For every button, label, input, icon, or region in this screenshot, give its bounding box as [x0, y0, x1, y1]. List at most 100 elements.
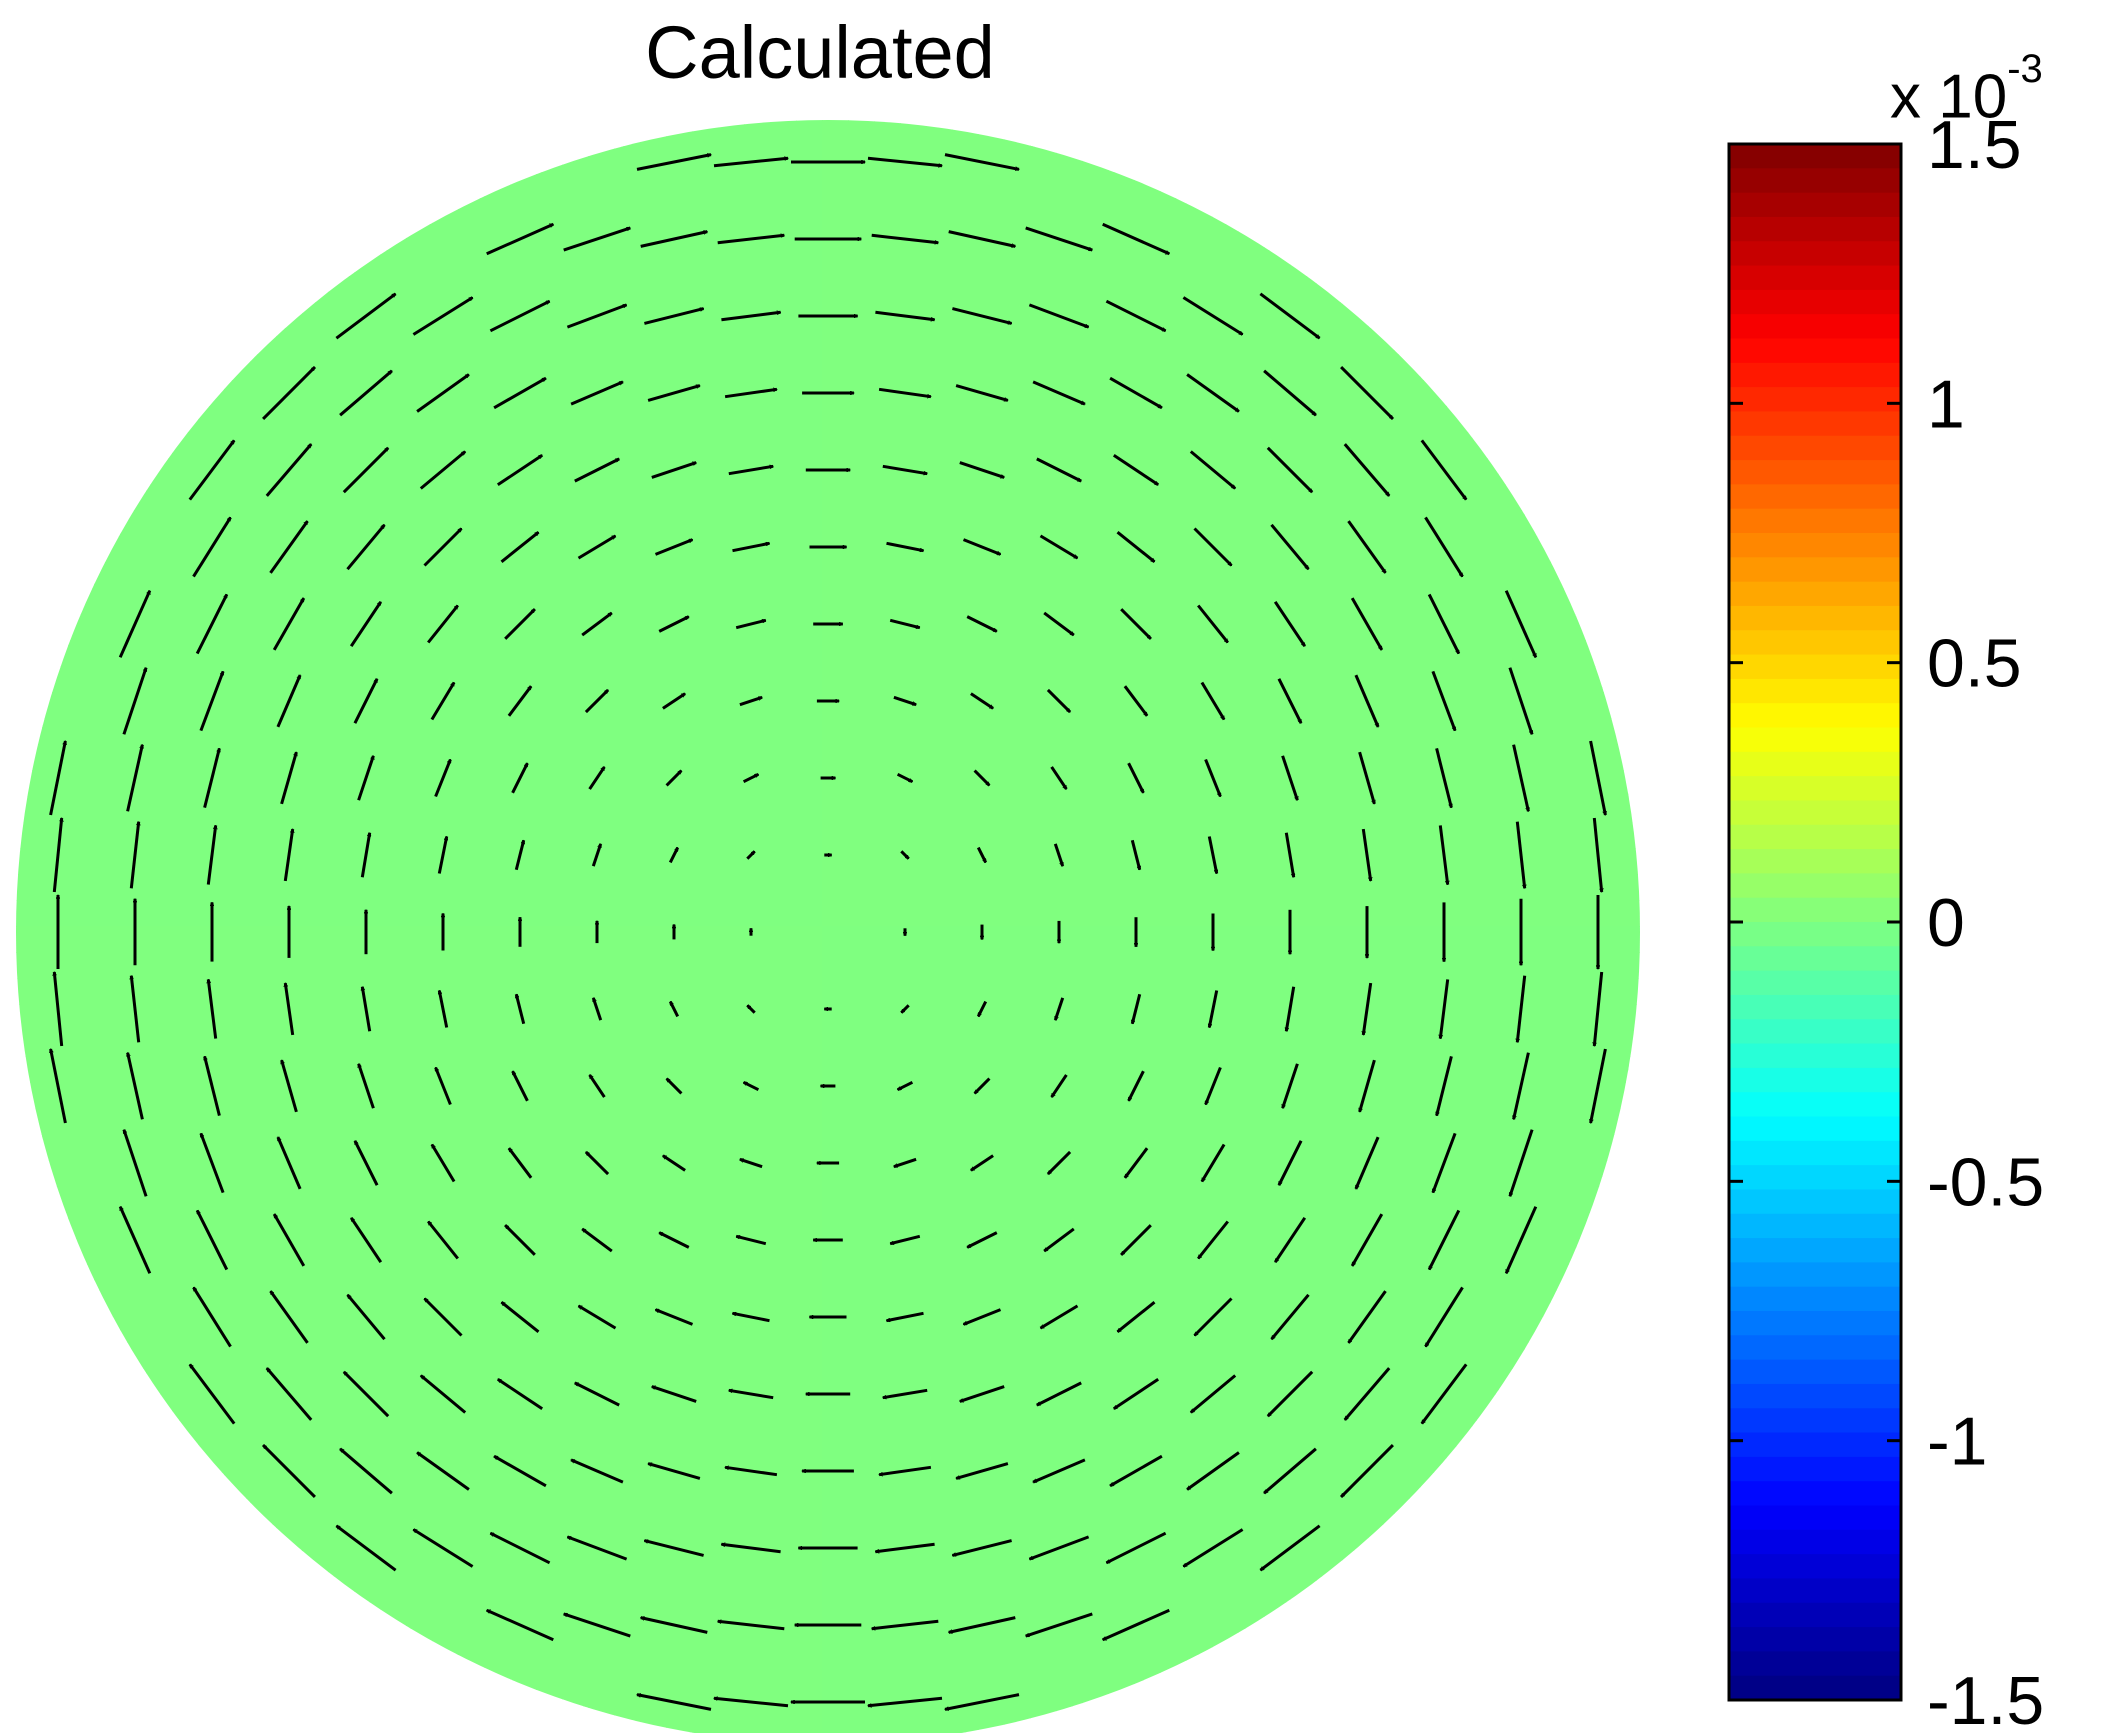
heatmap-cell	[900, 146, 927, 173]
heatmap-cell	[692, 562, 719, 589]
heatmap-cell	[1134, 822, 1161, 849]
heatmap-cell	[302, 1186, 329, 1213]
quiver-arrow	[342, 446, 390, 494]
heatmap-cell	[1316, 718, 1343, 745]
heatmap-cell	[1342, 328, 1369, 355]
heatmap-cell	[796, 1550, 823, 1577]
quiver-arrow	[577, 534, 616, 560]
heatmap-cell	[510, 432, 537, 459]
heatmap-cell	[94, 1108, 121, 1135]
heatmap-cell	[614, 1550, 641, 1577]
heatmap-cell	[588, 848, 615, 875]
quiver-arrow	[118, 1207, 152, 1274]
heatmap-cell	[1082, 198, 1109, 225]
heatmap-cell	[1004, 1420, 1031, 1447]
heatmap-cell	[380, 614, 407, 641]
heatmap-cell	[1082, 432, 1109, 459]
heatmap-cell	[1316, 1368, 1343, 1395]
heatmap-cell	[718, 1706, 745, 1733]
quiver-arrow	[739, 695, 762, 707]
heatmap-cell	[1160, 1446, 1187, 1473]
heatmap-cell	[848, 1082, 875, 1109]
heatmap-cell	[1186, 458, 1213, 485]
heatmap-cell	[900, 1212, 927, 1239]
heatmap-cell	[952, 432, 979, 459]
heatmap-cell	[900, 172, 927, 199]
colorbar-multiplier-exponent: -3	[2007, 47, 2043, 91]
heatmap-cell	[718, 822, 745, 849]
heatmap-cell	[276, 978, 303, 1005]
heatmap-cell	[666, 562, 693, 589]
heatmap-cell	[302, 1056, 329, 1083]
heatmap-cell	[458, 1030, 485, 1057]
heatmap-cell	[666, 198, 693, 225]
heatmap-cell	[328, 640, 355, 667]
heatmap-cell	[1238, 952, 1265, 979]
heatmap-cell	[718, 666, 745, 693]
heatmap-cell	[692, 380, 719, 407]
heatmap-cell	[1602, 848, 1629, 875]
heatmap-cell	[510, 900, 537, 927]
heatmap-cell	[224, 484, 251, 511]
heatmap-cell	[1290, 1576, 1317, 1603]
heatmap-cell	[276, 432, 303, 459]
heatmap-cell	[822, 900, 849, 927]
heatmap-cell	[328, 614, 355, 641]
heatmap-cell	[1160, 1342, 1187, 1369]
heatmap-cell	[510, 1108, 537, 1135]
heatmap-cell	[770, 952, 797, 979]
heatmap-cell	[1316, 1446, 1343, 1473]
heatmap-cell	[1316, 458, 1343, 485]
heatmap-cell	[874, 484, 901, 511]
heatmap-cell	[770, 198, 797, 225]
heatmap-cell	[952, 562, 979, 589]
heatmap-cell	[978, 1108, 1005, 1135]
heatmap-cell	[614, 1316, 641, 1343]
heatmap-cell	[1446, 640, 1473, 667]
heatmap-cell	[848, 1628, 875, 1655]
heatmap-cell	[1030, 1498, 1057, 1525]
heatmap-cell	[718, 1576, 745, 1603]
heatmap-cell	[432, 1446, 459, 1473]
quiver-arrow	[581, 611, 612, 637]
heatmap-cell	[1212, 172, 1239, 199]
heatmap-cell	[510, 120, 537, 147]
heatmap-cell	[1186, 1108, 1213, 1135]
heatmap-cell	[952, 926, 979, 953]
heatmap-cell	[94, 536, 121, 563]
heatmap-cell	[380, 1160, 407, 1187]
heatmap-cell	[510, 250, 537, 277]
heatmap-cell	[224, 432, 251, 459]
heatmap-cell	[1368, 1238, 1395, 1265]
heatmap-cell	[692, 146, 719, 173]
heatmap-cell	[1368, 1316, 1395, 1343]
heatmap-cell	[172, 796, 199, 823]
heatmap-cell	[1550, 1134, 1577, 1161]
heatmap-cell	[588, 406, 615, 433]
heatmap-cell	[146, 900, 173, 927]
heatmap-cell	[458, 796, 485, 823]
heatmap-cell	[1082, 1472, 1109, 1499]
heatmap-cell	[770, 1706, 797, 1733]
heatmap-cell	[458, 198, 485, 225]
heatmap-cell	[1316, 536, 1343, 563]
heatmap-cell	[978, 1576, 1005, 1603]
heatmap-cell	[926, 1238, 953, 1265]
heatmap-cell	[874, 536, 901, 563]
heatmap-cell	[1290, 406, 1317, 433]
heatmap-cell	[536, 1056, 563, 1083]
heatmap-cell	[744, 406, 771, 433]
heatmap-cell	[250, 1446, 277, 1473]
heatmap-cell	[68, 1290, 95, 1317]
heatmap-cell	[1394, 1498, 1421, 1525]
heatmap-cell	[588, 1082, 615, 1109]
heatmap-cell	[510, 874, 537, 901]
heatmap-cell	[1550, 874, 1577, 901]
heatmap-cell	[1290, 666, 1317, 693]
heatmap-cell	[1368, 718, 1395, 745]
heatmap-cell	[796, 926, 823, 953]
heatmap-cell	[640, 1394, 667, 1421]
heatmap-cell	[1238, 614, 1265, 641]
heatmap-cell	[1004, 1394, 1031, 1421]
colorbar-band	[1729, 241, 1901, 267]
